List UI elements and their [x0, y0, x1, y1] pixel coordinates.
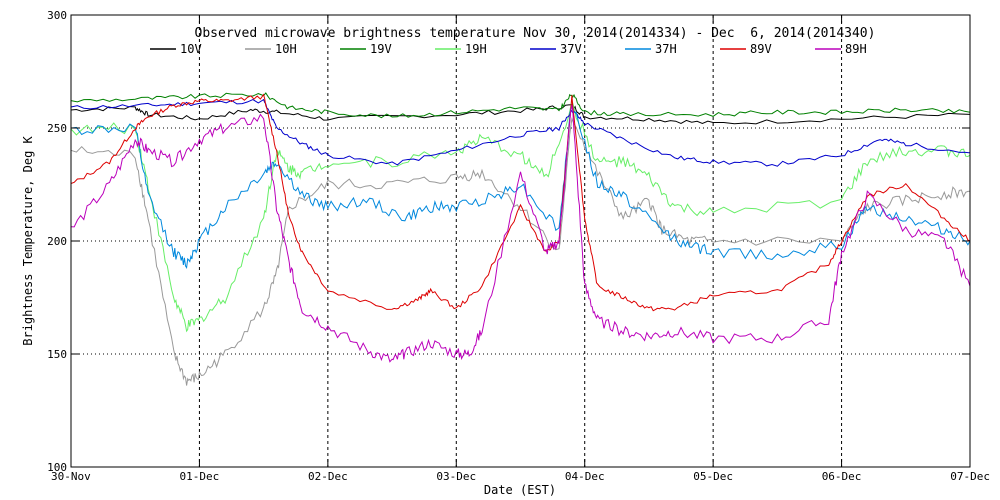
series-line-19h: [70, 99, 971, 333]
grid: [71, 15, 970, 467]
series-line-37h: [70, 104, 971, 270]
x-tick-label: 04-Dec: [565, 470, 605, 483]
series-line-10h: [70, 117, 971, 386]
y-tick-label: 150: [47, 348, 67, 361]
series-line-37v: [70, 98, 971, 167]
x-tick-label: 03-Dec: [436, 470, 476, 483]
y-axis-label: Brightness Temperature, Deg K: [21, 135, 35, 345]
y-tick-label: 100: [47, 461, 67, 474]
legend-label-89v: 89V: [750, 42, 772, 56]
x-axis-label: Date (EST): [484, 483, 556, 497]
x-tick-label: 02-Dec: [308, 470, 348, 483]
x-tick-label: 05-Dec: [693, 470, 733, 483]
series-line-19v: [70, 92, 971, 119]
x-tick-label: 30-Nov: [51, 470, 91, 483]
series-line-89v: [70, 93, 971, 312]
y-tick-label: 300: [47, 9, 67, 22]
legend-label-37h: 37H: [655, 42, 677, 56]
legend-label-19v: 19V: [370, 42, 392, 56]
series-line-10v: [70, 104, 971, 125]
series-line-89h: [70, 105, 971, 363]
chart-title: Observed microwave brightness temperatur…: [195, 26, 876, 41]
legend-label-37v: 37V: [560, 42, 582, 56]
y-tick-label: 250: [47, 122, 67, 135]
series-layer: [70, 92, 971, 386]
legend-label-10h: 10H: [275, 42, 297, 56]
y-tick-label: 200: [47, 235, 67, 248]
x-tick-label: 06-Dec: [822, 470, 862, 483]
x-tick-label: 01-Dec: [180, 470, 220, 483]
axes: 100 150 200 250 300 30-Nov 01-Dec 02-Dec 03-Dec 0…: [47, 9, 990, 483]
legend: 10V 10H 19V 19H 37V 37H 89V 89H: [150, 42, 867, 56]
legend-label-10v: 10V: [180, 42, 202, 56]
x-tick-label: 07-Dec: [950, 470, 990, 483]
legend-label-89h: 89H: [845, 42, 867, 56]
legend-label-19h: 19H: [465, 42, 487, 56]
